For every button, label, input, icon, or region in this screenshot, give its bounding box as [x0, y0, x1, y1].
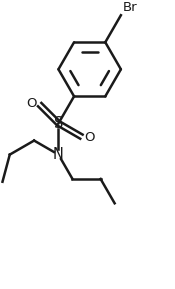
Text: Br: Br [123, 1, 137, 14]
Text: S: S [54, 116, 63, 131]
Text: O: O [84, 131, 95, 144]
Text: O: O [27, 97, 37, 110]
Text: N: N [53, 147, 64, 162]
